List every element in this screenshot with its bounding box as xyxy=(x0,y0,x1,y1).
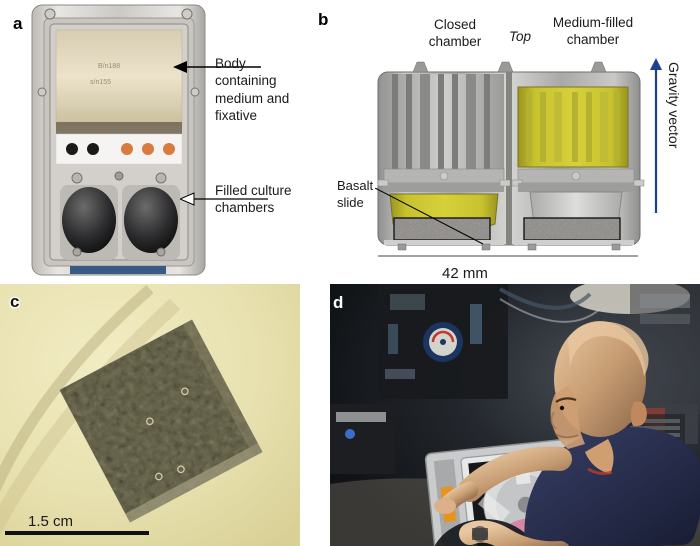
svg-text:B/n188: B/n188 xyxy=(98,63,120,70)
svg-text:s/n155: s/n155 xyxy=(90,79,111,86)
